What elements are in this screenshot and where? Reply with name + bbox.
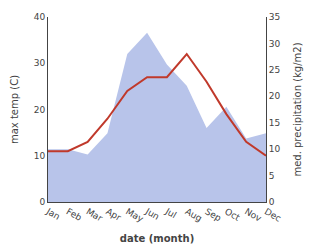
svg-text:20: 20 xyxy=(34,105,46,115)
svg-text:date (month): date (month) xyxy=(120,233,194,244)
svg-text:10: 10 xyxy=(34,151,46,161)
svg-text:Jul: Jul xyxy=(163,206,178,221)
svg-text:10: 10 xyxy=(269,144,281,154)
svg-text:Sep: Sep xyxy=(203,206,223,223)
svg-text:15: 15 xyxy=(269,118,280,128)
svg-text:25: 25 xyxy=(269,65,280,75)
svg-text:Dec: Dec xyxy=(263,206,283,223)
svg-text:5: 5 xyxy=(269,171,275,181)
svg-text:Aug: Aug xyxy=(183,206,203,223)
svg-text:0: 0 xyxy=(269,197,275,207)
svg-text:35: 35 xyxy=(269,12,280,22)
svg-text:May: May xyxy=(124,206,146,224)
svg-text:30: 30 xyxy=(34,58,46,68)
svg-text:40: 40 xyxy=(34,12,46,22)
svg-text:Nov: Nov xyxy=(243,206,264,224)
svg-text:30: 30 xyxy=(269,39,281,49)
svg-text:20: 20 xyxy=(269,91,281,101)
svg-text:Apr: Apr xyxy=(104,206,123,223)
svg-text:Mar: Mar xyxy=(84,206,104,223)
svg-text:Jan: Jan xyxy=(44,206,62,222)
svg-text:Feb: Feb xyxy=(65,206,84,223)
svg-text:max temp (C): max temp (C) xyxy=(9,75,20,144)
svg-text:Jun: Jun xyxy=(143,206,161,222)
svg-text:Oct: Oct xyxy=(223,206,242,223)
svg-text:0: 0 xyxy=(39,197,45,207)
svg-text:med. precipitation (kg/m2): med. precipitation (kg/m2) xyxy=(292,42,303,176)
